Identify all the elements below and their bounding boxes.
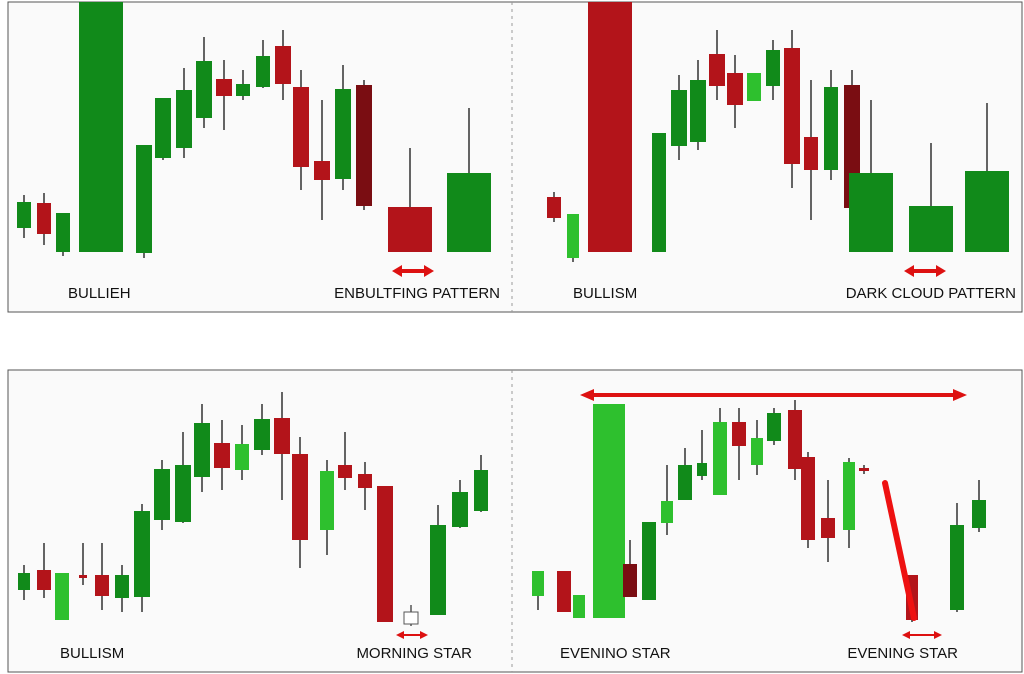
label: EVENING STAR (847, 645, 958, 662)
candle-body (37, 203, 51, 234)
candle-body (236, 84, 250, 96)
label: BULLIEH (68, 285, 131, 302)
candle-body (335, 89, 351, 179)
candle-body (588, 2, 632, 252)
candle-body (377, 486, 393, 622)
candle-body (216, 79, 232, 96)
candle-body (292, 454, 308, 540)
bottom-frame (7, 369, 1023, 673)
trend-line (882, 480, 917, 621)
candle-body (767, 413, 781, 441)
candle-body (732, 422, 746, 446)
candle-body (136, 145, 152, 253)
candle-body (79, 2, 123, 252)
arrow (392, 265, 434, 277)
candle-body (547, 197, 561, 218)
candle-body (56, 213, 70, 252)
candle-body (403, 611, 419, 625)
arrow (396, 631, 428, 639)
candle-body (55, 573, 69, 620)
candle-body (678, 465, 692, 500)
candle-body (697, 463, 707, 476)
candle-body (256, 56, 270, 87)
candle-body (909, 206, 953, 252)
annotations: BULLIEH ENBULTFING PATTERN BULLISM DARK … (60, 265, 1016, 662)
candle-body (642, 522, 656, 600)
candle-body (751, 438, 763, 465)
candle-body (727, 73, 743, 105)
candles (17, 2, 1009, 626)
candle-body (17, 202, 31, 228)
candle-body (859, 468, 869, 471)
candle-body (567, 214, 579, 258)
candle-body (965, 171, 1009, 252)
candle-body (766, 50, 780, 86)
candle-body (293, 87, 309, 167)
label: MORNING STAR (356, 645, 472, 662)
candle-body (804, 137, 818, 170)
candle-body (557, 571, 571, 612)
candle-body (824, 87, 838, 170)
candle-body (623, 564, 637, 597)
candle-body (79, 575, 87, 578)
candle-body (532, 571, 544, 596)
candle-body (593, 404, 625, 618)
candle-body (214, 443, 230, 468)
candle-body (573, 595, 585, 618)
candle-body (709, 54, 725, 86)
label: EVENINO STAR (560, 645, 671, 662)
candle-body (801, 457, 815, 540)
candle-body (37, 570, 51, 590)
label: DARK CLOUD PATTERN (846, 285, 1016, 302)
candle-body (275, 46, 291, 84)
candle-body (843, 462, 855, 530)
candle-body (972, 500, 986, 528)
candle-body (388, 207, 432, 252)
candle-body (661, 501, 673, 523)
candle-body (671, 90, 687, 146)
candle-body (356, 85, 372, 206)
candle-body (784, 48, 800, 164)
candle-body (821, 518, 835, 538)
arrow (902, 631, 942, 639)
candle-body (849, 173, 893, 252)
label: BULLISM (60, 645, 124, 662)
candle-body (320, 471, 334, 530)
candle-body (447, 173, 491, 252)
candle-body (747, 73, 761, 101)
candle-body (430, 525, 446, 615)
candle-body (176, 90, 192, 148)
candle-body (690, 80, 706, 142)
candle-body (358, 474, 372, 488)
candle-body (338, 465, 352, 478)
candle-body (194, 423, 210, 477)
candle-body (154, 469, 170, 520)
candle-body (175, 465, 191, 522)
candle-body (155, 98, 171, 158)
candle-body (134, 511, 150, 597)
arrow (904, 265, 946, 277)
candle-body (274, 418, 290, 454)
candle-body (652, 133, 666, 252)
candle-body (95, 575, 109, 596)
candle-body (788, 410, 802, 469)
candle-body (713, 422, 727, 495)
candle-body (196, 61, 212, 118)
candle-body (950, 525, 964, 610)
candle-body (254, 419, 270, 450)
label: BULLISM (573, 285, 637, 302)
candle-body (115, 575, 129, 598)
candle-body (452, 492, 468, 527)
candle-body (235, 444, 249, 470)
candle-body (474, 470, 488, 511)
label: ENBULTFING PATTERN (334, 285, 500, 302)
candle-body (314, 161, 330, 180)
candle-body (18, 573, 30, 590)
